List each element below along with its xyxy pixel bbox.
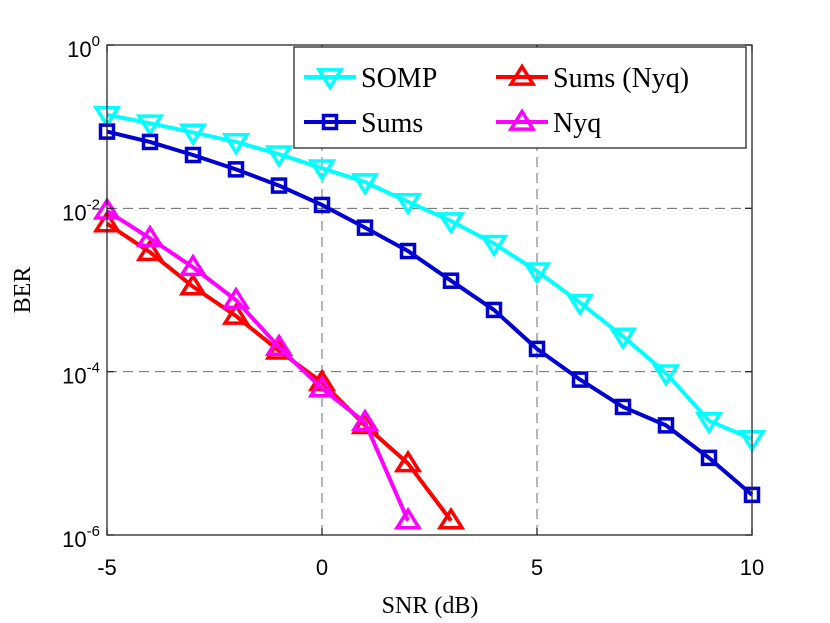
y-tick-label: 10-4 (62, 360, 100, 389)
series-nyq (92, 197, 423, 530)
data-point-somp (436, 212, 466, 235)
data-point-somp (608, 327, 638, 351)
data-point-somp (307, 159, 337, 182)
data-point-sums (313, 196, 331, 214)
legend-label-sums-nyq: Sums (Nyq) (553, 63, 689, 94)
legend-item-nyq: Nyq (496, 108, 601, 139)
data-point-somp (350, 173, 380, 196)
series-somp (92, 105, 767, 453)
data-point-sums-nyq (178, 272, 208, 296)
data-point-sums-nyq (135, 238, 165, 262)
data-point-sums (270, 177, 288, 194)
legend-marker-sums (321, 113, 339, 131)
data-point-sums (399, 242, 417, 260)
x-tick-label: 0 (316, 555, 328, 580)
data-point-sums (227, 161, 245, 178)
data-point-sums (141, 133, 159, 151)
data-point-somp (522, 262, 552, 285)
axes-ticks: -5 0 5 10 100 10-2 10-4 10-6 (62, 33, 764, 580)
series-line-sums-nyq (105, 221, 453, 522)
data-point-sums-nyq (264, 337, 294, 360)
x-tick-label: -5 (97, 555, 117, 580)
legend-label-somp: SOMP (361, 63, 437, 94)
data-point-somp (651, 364, 681, 387)
data-point-somp (694, 411, 724, 435)
y-tick-label: 10-6 (62, 523, 100, 552)
legend: SOMP Sums (Nyq) Sums Nyq (293, 46, 747, 149)
series-layer (92, 105, 767, 530)
data-point-somp (264, 145, 294, 168)
data-point-sums (442, 272, 460, 289)
legend-marker-nyq (507, 108, 537, 131)
x-tick-label: 10 (740, 555, 764, 580)
legend-marker-sums-nyq (507, 63, 537, 86)
data-point-sums-nyq (221, 302, 251, 325)
data-point-nyq (393, 506, 423, 530)
data-point-sums (356, 219, 374, 236)
data-point-somp (221, 133, 251, 156)
data-point-nyq (221, 286, 251, 310)
y-axis-label: BER (10, 267, 36, 314)
data-point-sums (485, 301, 503, 319)
legend-label-sums: Sums (361, 108, 423, 139)
x-tick-label: 5 (531, 555, 543, 580)
data-point-sums (184, 146, 202, 164)
series-sums (98, 123, 761, 504)
series-line-somp (106, 112, 753, 441)
data-point-somp (479, 234, 509, 258)
y-tick-label: 100 (67, 33, 100, 62)
data-point-sums (700, 449, 718, 467)
legend-box (293, 46, 747, 149)
data-point-somp (135, 114, 165, 138)
data-point-nyq (350, 408, 380, 432)
data-point-somp (565, 293, 595, 317)
x-axis-label: SNR (dB) (382, 593, 479, 619)
data-point-sums (571, 371, 589, 388)
data-point-sums-nyq (436, 506, 466, 530)
data-point-sums-nyq (393, 449, 423, 473)
data-point-sums (657, 417, 675, 434)
y-tick-label: 10-2 (62, 196, 100, 225)
legend-item-sums-nyq: Sums (Nyq) (496, 63, 689, 94)
data-point-nyq (307, 374, 337, 398)
data-point-sums (614, 398, 632, 416)
data-point-nyq (264, 333, 294, 356)
data-point-nyq (135, 224, 165, 248)
data-point-nyq (178, 253, 208, 277)
legend-item-sums: Sums (304, 108, 423, 139)
legend-marker-somp (315, 68, 345, 91)
data-point-somp (178, 123, 208, 147)
plot-frame (106, 44, 753, 536)
data-point-somp (393, 192, 423, 216)
series-line-sums (106, 129, 754, 497)
legend-item-somp: SOMP (304, 63, 437, 94)
data-point-sums (528, 340, 546, 358)
series-line-nyq (105, 209, 410, 522)
legend-label-nyq: Nyq (553, 108, 601, 139)
